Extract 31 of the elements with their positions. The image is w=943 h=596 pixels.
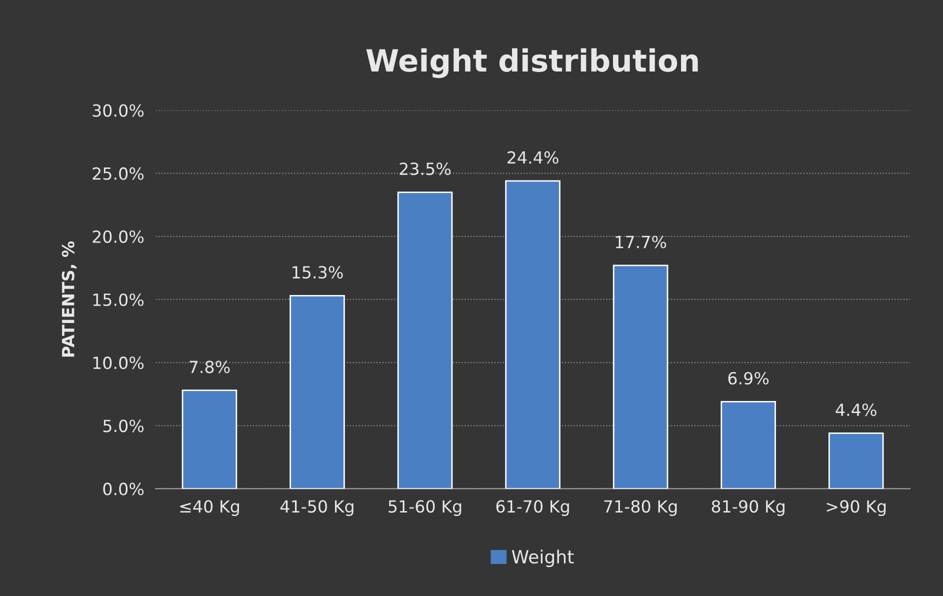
y-tick-label: 5.0%: [103, 420, 144, 432]
data-label: 15.3%: [292, 266, 343, 279]
y-tick-label: 30.0%: [92, 104, 144, 117]
data-label: 23.5%: [400, 162, 451, 176]
chart-title: Weight distribution: [366, 48, 698, 78]
bar: [828, 432, 884, 489]
x-tick-label: 41-50 Kg: [280, 500, 354, 516]
y-tick-label: 10.0%: [93, 356, 144, 370]
y-tick-label: 0.0%: [103, 482, 144, 496]
data-label: 4.4%: [836, 403, 876, 416]
bar: [505, 180, 560, 489]
x-tick-label: 51-60 Kg: [388, 500, 462, 516]
x-tick-label: >90 Kg: [826, 500, 886, 516]
x-tick-label: 71-80 Kg: [604, 500, 677, 516]
x-tick-label: ≤40 Kg: [180, 500, 239, 516]
y-tick-label: 20.0%: [92, 230, 144, 243]
y-axis-title: PATIENTS, %: [62, 241, 77, 357]
bar: [397, 192, 453, 489]
data-label: 7.8%: [190, 360, 230, 374]
legend-label: Weight: [512, 550, 574, 568]
bar: [612, 264, 668, 489]
data-label: 24.4%: [508, 151, 558, 164]
x-tick-label: 81-90 Kg: [712, 500, 784, 516]
bar: [182, 390, 238, 489]
x-tick-label: 61-70 Kg: [496, 500, 569, 516]
data-label: 17.7%: [616, 236, 666, 248]
data-label: 6.9%: [728, 372, 769, 385]
y-tick-label: 25.0%: [92, 167, 144, 180]
bar: [290, 295, 345, 489]
y-tick-label: 15.0%: [93, 293, 144, 306]
bar: [720, 400, 776, 489]
